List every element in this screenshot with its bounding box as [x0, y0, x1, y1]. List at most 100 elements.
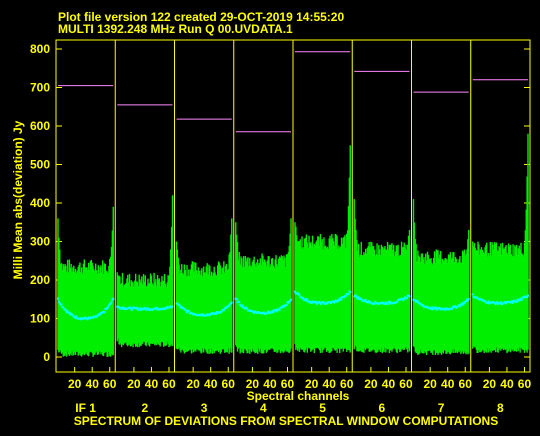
mean-point	[214, 313, 217, 316]
mean-point	[71, 314, 74, 317]
mean-point	[100, 312, 103, 315]
mean-point	[200, 314, 203, 317]
y-tick-label: 600	[30, 119, 50, 133]
mean-point	[335, 299, 338, 302]
mean-point	[499, 301, 502, 304]
mean-point	[275, 308, 278, 311]
mean-point	[367, 301, 370, 304]
mean-point	[136, 306, 139, 309]
mean-point	[119, 307, 122, 310]
mean-point	[273, 310, 276, 313]
x-tick-label: 40	[263, 377, 277, 391]
mean-point	[58, 301, 61, 304]
panel-3: 20 40 60 3	[174, 40, 235, 415]
mean-point	[493, 301, 496, 304]
mean-point	[271, 311, 274, 314]
mean-point	[185, 309, 188, 312]
mean-point	[333, 301, 336, 304]
mean-point	[430, 306, 433, 309]
mean-point	[186, 311, 189, 314]
mean-point	[142, 308, 145, 311]
panel-label: 5	[319, 401, 326, 415]
mean-point	[301, 296, 304, 299]
mean-point	[241, 304, 244, 307]
mean-point	[278, 309, 281, 312]
mean-point	[246, 307, 249, 310]
mean-point	[422, 304, 425, 307]
mean-point	[68, 311, 71, 314]
panel-4: 20 40 60 4	[233, 40, 294, 415]
mean-point	[451, 307, 454, 310]
mean-point	[298, 293, 301, 296]
mean-point	[388, 300, 391, 303]
mean-point	[430, 307, 433, 310]
mean-point	[315, 300, 318, 303]
mean-point	[122, 307, 125, 310]
mean-point	[92, 316, 95, 319]
x-tick-label: 40	[500, 377, 514, 391]
mean-point	[187, 309, 190, 312]
mean-point	[338, 299, 341, 302]
x-tick-label: 40	[145, 377, 159, 391]
x-tick-label: 60	[518, 377, 532, 391]
mean-point	[444, 308, 447, 311]
mean-point	[480, 298, 483, 301]
x-tick-label: 60	[340, 377, 354, 391]
mean-point	[349, 291, 352, 294]
mean-point	[444, 307, 447, 310]
mean-point	[486, 301, 489, 304]
mean-point	[310, 300, 313, 303]
panel-label: IF 1	[75, 401, 96, 415]
mean-point	[408, 295, 411, 298]
mean-point	[320, 303, 323, 306]
mean-point	[106, 306, 109, 309]
panel-2: 20 40 60 2	[114, 40, 176, 415]
x-tick-label: 20	[127, 377, 141, 391]
mean-point	[435, 306, 438, 309]
mean-point	[139, 308, 142, 311]
mean-point	[105, 308, 108, 311]
x-tick-label: 60	[459, 377, 473, 391]
mean-point	[290, 298, 292, 301]
mean-point	[70, 312, 73, 315]
mean-point	[66, 310, 69, 313]
mean-point	[311, 301, 314, 304]
x-tick-label: 60	[399, 377, 413, 391]
mean-point	[285, 303, 288, 306]
mean-point	[111, 298, 114, 301]
mean-point	[344, 294, 347, 297]
mean-point	[463, 302, 466, 305]
mean-point	[498, 302, 501, 305]
mean-point	[294, 290, 296, 293]
mean-point	[527, 294, 529, 297]
mean-point	[355, 294, 358, 297]
x-tick-label: 20	[423, 377, 437, 391]
mean-point	[459, 303, 462, 306]
mean-point	[386, 302, 389, 305]
mean-point	[465, 298, 468, 301]
mean-point	[305, 299, 308, 302]
x-tick-label: 40	[382, 377, 396, 391]
mean-point	[281, 306, 284, 309]
mean-point	[230, 301, 233, 304]
mean-point	[107, 304, 110, 307]
mean-point	[363, 300, 366, 303]
mean-point	[306, 298, 309, 301]
mean-point	[374, 300, 377, 303]
panel-7: 20 40 60 7	[411, 40, 473, 415]
mean-point	[300, 296, 303, 299]
mean-point	[240, 304, 243, 307]
mean-point	[201, 313, 204, 316]
mean-point	[467, 297, 470, 300]
panel-label: 6	[379, 401, 386, 415]
mean-point	[57, 300, 60, 303]
mean-point	[139, 307, 142, 310]
mean-point	[416, 300, 419, 303]
mean-point	[304, 297, 307, 300]
y-tick-label: 500	[30, 158, 50, 172]
mean-point	[402, 299, 405, 302]
mean-point	[62, 306, 65, 309]
x-tick-label: 60	[162, 377, 176, 391]
mean-point	[240, 305, 243, 308]
